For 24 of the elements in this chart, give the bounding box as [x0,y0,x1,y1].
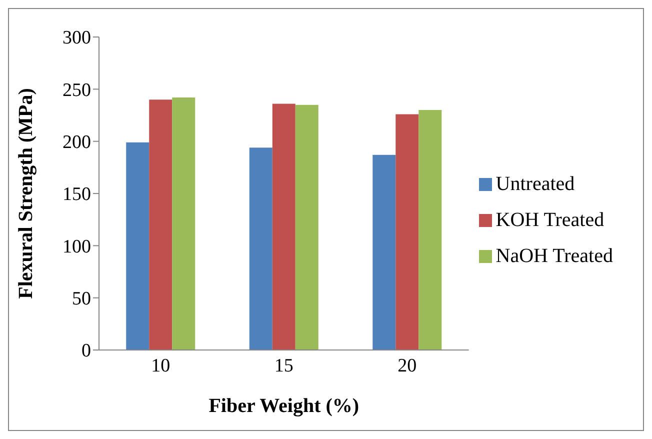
x-tick-label: 20 [398,355,417,376]
bar [396,114,419,350]
bar [172,98,196,350]
legend-label: KOH Treated [496,208,604,230]
bar [372,154,396,350]
bar [295,104,318,350]
legend-label: Untreated [496,172,575,194]
x-tick-label: 15 [274,355,294,376]
y-tick-label: 150 [62,184,91,206]
y-tick-label: 0 [82,340,91,362]
legend-label: NaOH Treated [496,244,613,266]
x-axis-title: Fiber Weight (%) [208,395,360,417]
bar [272,104,296,350]
bar [418,110,442,350]
y-tick-label: 50 [72,288,91,310]
y-tick-label: 300 [62,28,91,49]
bar [249,148,272,350]
y-axis-title: Flexural Strength (MPa) [15,88,38,299]
y-tick-label: 200 [62,132,91,154]
bar [149,100,172,350]
y-tick-label: 250 [62,80,91,101]
y-tick-label: 100 [62,236,91,258]
bar [126,142,150,350]
x-tick-label: 10 [151,355,170,376]
